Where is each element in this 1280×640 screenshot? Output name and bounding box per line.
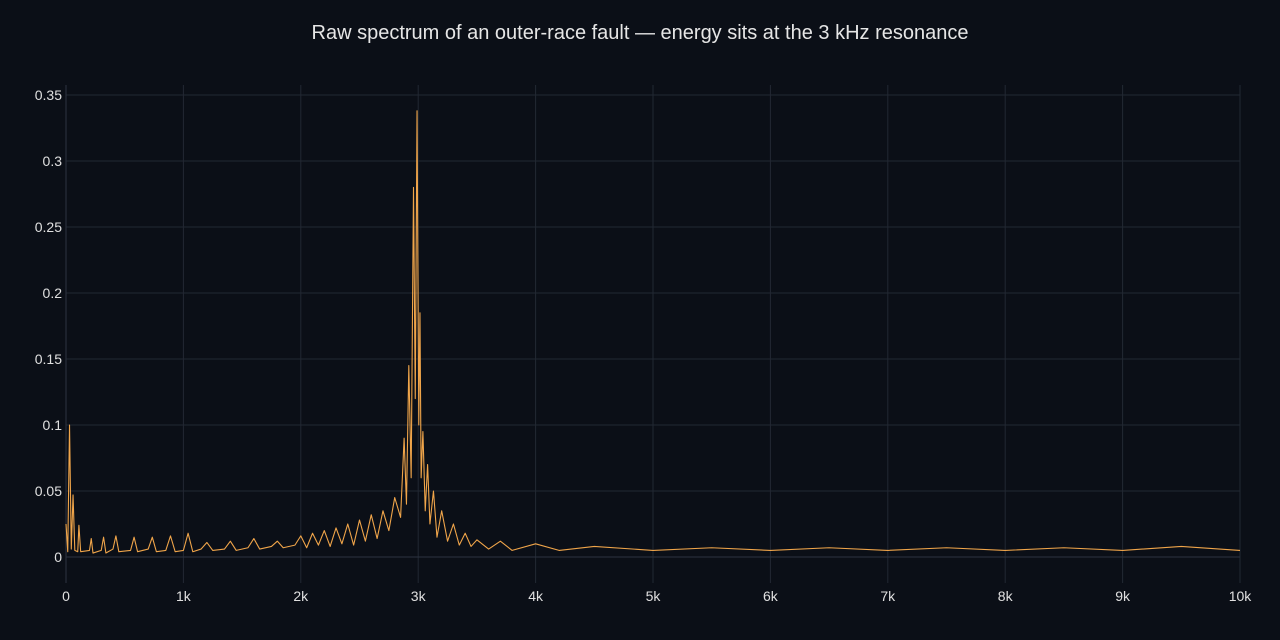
- y-tick-label: 0.15: [35, 351, 62, 367]
- spectrum-series-line: [65, 110, 1241, 554]
- grid-layer: [65, 85, 1241, 583]
- y-tick-label: 0.35: [35, 87, 62, 103]
- chart-title: Raw spectrum of an outer-race fault — en…: [311, 22, 969, 44]
- x-tick-label: 1k: [176, 588, 192, 604]
- x-tick-label: 7k: [880, 588, 896, 604]
- x-tick-label: 9k: [1115, 588, 1131, 604]
- y-tick-label: 0.1: [43, 417, 63, 433]
- x-tick-label: 10k: [1229, 588, 1253, 604]
- y-tick-label: 0.2: [43, 285, 63, 301]
- tick-layer: 0 1k 2k 3k 4k 5k 6k 7k 8k 9k 10k 0 0.05 0.1 0.15 0.2 0.2…: [35, 87, 1253, 604]
- y-tick-label: 0.3: [43, 153, 63, 169]
- x-tick-label: 5k: [646, 588, 662, 604]
- y-tick-label: 0: [54, 549, 62, 565]
- x-tick-label: 8k: [998, 588, 1014, 604]
- x-tick-label: 3k: [411, 588, 427, 604]
- y-tick-label: 0.25: [35, 219, 62, 235]
- x-tick-label: 0: [62, 588, 70, 604]
- x-tick-label: 2k: [293, 588, 309, 604]
- x-tick-label: 6k: [763, 588, 779, 604]
- y-tick-label: 0.05: [35, 483, 62, 499]
- x-tick-label: 4k: [528, 588, 544, 604]
- series-layer: [65, 110, 1241, 554]
